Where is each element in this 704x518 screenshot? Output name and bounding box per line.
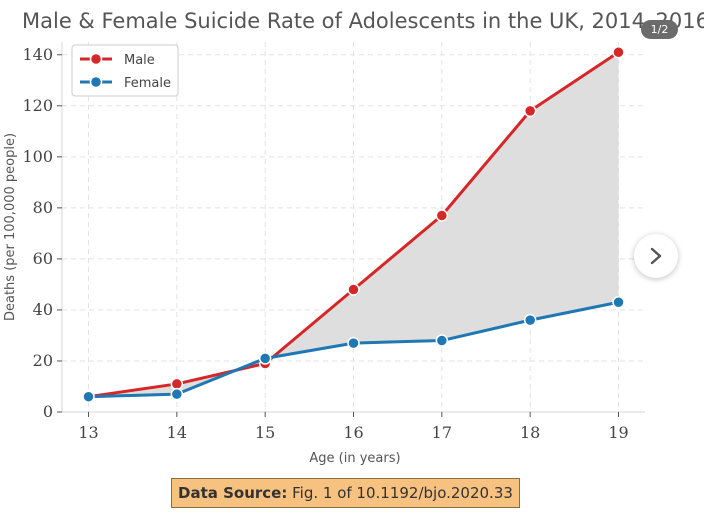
- legend: Male Female: [71, 44, 179, 97]
- x-tick-label: 16: [343, 423, 363, 442]
- page-indicator: 1/2: [641, 20, 678, 39]
- legend-marker: [89, 75, 103, 89]
- data-point: [82, 390, 95, 403]
- data-point: [435, 334, 449, 347]
- x-tick-label: 18: [520, 423, 540, 442]
- chevron-right-icon: [650, 247, 662, 265]
- data-point: [523, 313, 537, 327]
- x-tick-label: 14: [167, 423, 187, 442]
- next-button[interactable]: [634, 234, 678, 278]
- y-tick-label: 40: [33, 300, 53, 319]
- data-point: [258, 352, 272, 365]
- series-layer: [82, 45, 625, 403]
- x-tick-label: 15: [255, 423, 275, 442]
- y-tick-label: 100: [22, 147, 53, 166]
- series-female: [82, 296, 625, 403]
- y-tick-label: 0: [43, 402, 53, 421]
- y-tick-label: 60: [33, 249, 53, 268]
- legend-marker: [89, 52, 103, 66]
- chart-title: Male & Female Suicide Rate of Adolescent…: [22, 9, 704, 33]
- data-point: [347, 336, 360, 350]
- fill-between-area: [88, 52, 619, 397]
- data-point: [612, 296, 625, 309]
- x-axis-label: Age (in years): [309, 451, 400, 466]
- axes: 13 14 15 16 17 18 19 0 20 40 60 80 100 120 140: [22, 42, 645, 442]
- data-point: [435, 209, 449, 222]
- data-point: [523, 104, 537, 118]
- data-point: [170, 377, 184, 391]
- data-point: [347, 283, 360, 296]
- y-tick-label: 20: [33, 351, 53, 370]
- legend-label: Female: [124, 76, 171, 91]
- y-tick-label: 120: [22, 96, 53, 115]
- x-tick-label: 17: [432, 423, 452, 442]
- data-source-label: Data Source:: [178, 484, 288, 502]
- y-tick-label: 80: [33, 198, 53, 217]
- y-tick-label: 140: [22, 45, 53, 64]
- legend-label: Male: [124, 53, 155, 68]
- data-point: [612, 45, 625, 59]
- data-source-text: Fig. 1 of 10.1192/bjo.2020.33: [292, 484, 513, 502]
- x-tick-label: 19: [608, 423, 628, 442]
- fill-area: [88, 52, 619, 397]
- y-axis-label: Deaths (per 100,000 people): [3, 133, 18, 321]
- data-point: [170, 387, 184, 401]
- x-tick-label: 13: [78, 423, 98, 442]
- data-source-badge: Data Source: Fig. 1 of 10.1192/bjo.2020.…: [171, 478, 520, 508]
